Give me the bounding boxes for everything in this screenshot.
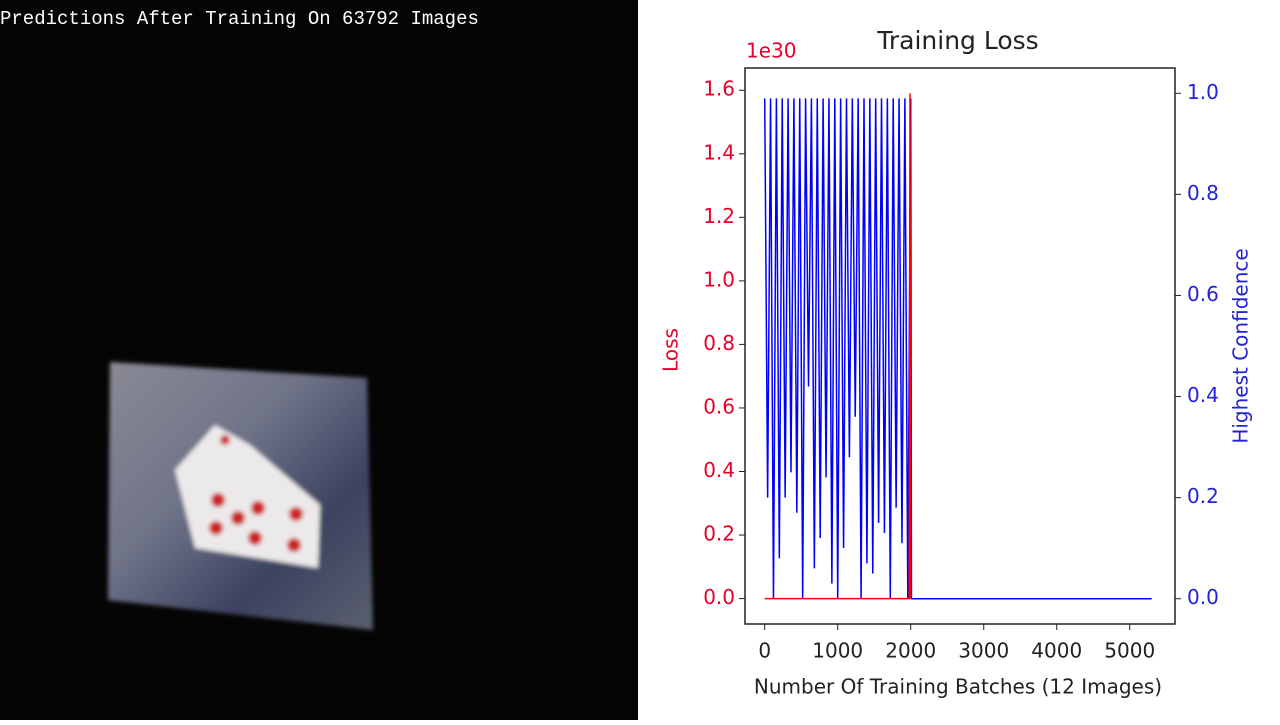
y-tick-label: 0.2 [703, 522, 735, 546]
chart-panel [638, 0, 1280, 720]
x-tick-label: 5000 [1104, 639, 1155, 663]
y2-tick-label: 0.0 [1187, 585, 1219, 609]
photo [108, 362, 373, 630]
y2-tick-label: 0.6 [1187, 282, 1219, 306]
series-line [764, 93, 912, 600]
y2-tick-label: 0.8 [1187, 181, 1219, 205]
y-tick-label: 1.6 [703, 77, 735, 101]
y2-tick-label: 1.0 [1187, 80, 1219, 104]
x-tick-label: 3000 [958, 639, 1009, 663]
plot [763, 93, 1152, 600]
x-tick-label: 2000 [885, 639, 936, 663]
plot-frame [744, 67, 1176, 625]
x-tick-label: 1000 [812, 639, 863, 663]
image-caption: Predictions After Training On 63792 Imag… [0, 8, 479, 30]
y-tick-label: 0.8 [703, 331, 735, 355]
series-line [763, 98, 1152, 600]
x-axis-label: Number Of Training Batches (12 Images) [754, 675, 1162, 699]
chart-title: Training Loss [876, 26, 1038, 55]
y-tick-label: 1.0 [703, 267, 735, 291]
y-tick-label: 0.6 [703, 394, 735, 418]
y2-axis-label: Highest Confidence [1229, 248, 1253, 443]
y2-tick-label: 0.4 [1187, 383, 1219, 407]
y-tick-label: 0.4 [703, 458, 735, 482]
offset-label: 1e30 [746, 39, 796, 63]
y-axis-label: Loss [659, 328, 683, 372]
y2-tick-label: 0.2 [1187, 484, 1219, 508]
y-tick-label: 1.4 [703, 140, 735, 164]
y-tick-label: 0.0 [703, 585, 735, 609]
x-tick-label: 0 [758, 639, 771, 663]
x-tick-label: 4000 [1031, 639, 1082, 663]
y-tick-label: 1.2 [703, 204, 735, 228]
